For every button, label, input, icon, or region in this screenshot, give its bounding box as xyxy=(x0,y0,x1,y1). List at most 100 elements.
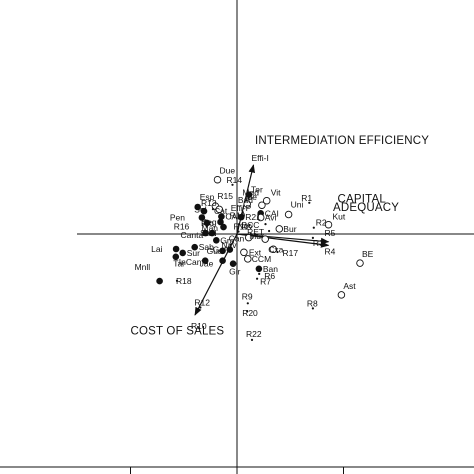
point-incan xyxy=(172,253,180,261)
point-r11 xyxy=(237,230,240,233)
point-r2 xyxy=(312,226,315,229)
point-r19 xyxy=(242,214,245,217)
point-sab xyxy=(191,243,198,251)
label-sur: Sur xyxy=(187,248,200,258)
point-gir xyxy=(229,260,237,268)
label-gir: Gir xyxy=(229,267,241,277)
label-tar: Tar xyxy=(173,259,185,269)
axis-ticks xyxy=(130,467,344,474)
label-sol: Sol xyxy=(194,204,206,214)
label-bur: Bur xyxy=(283,224,296,234)
label-bad: Bad xyxy=(238,195,253,205)
point-r14 xyxy=(231,183,234,186)
label-r7: R7 xyxy=(260,277,271,287)
label-r16: R16 xyxy=(174,222,190,232)
label-r11: R11 xyxy=(234,222,249,232)
label-canta: Canta xyxy=(181,230,204,240)
point-bur xyxy=(275,225,284,233)
label-incan: InCan xyxy=(179,257,202,267)
label-r20: R20 xyxy=(242,308,258,318)
label-lai: Lai xyxy=(151,244,162,254)
label-jae: Jae xyxy=(200,259,214,269)
point-r3 xyxy=(311,236,314,239)
point-ret xyxy=(268,229,271,233)
point-jae xyxy=(219,257,226,265)
label-r18: R18 xyxy=(176,276,192,286)
label-r8: R8 xyxy=(307,298,318,308)
point-r6 xyxy=(258,272,261,275)
label-ban: Ban xyxy=(263,264,278,274)
point-kut xyxy=(324,220,333,229)
label-nov: Nov xyxy=(238,221,254,231)
point-seg xyxy=(217,218,224,226)
point-r12 xyxy=(199,306,202,309)
point-r18 xyxy=(175,279,179,282)
label-r6: R6 xyxy=(264,271,275,281)
vector-r5 xyxy=(236,233,330,245)
point-be xyxy=(356,259,364,267)
point-pen xyxy=(198,214,206,221)
vector-label-r5: R5 xyxy=(325,228,336,238)
point-r1 xyxy=(308,201,311,204)
point-sol xyxy=(215,205,224,214)
point-r9 xyxy=(246,302,249,305)
label-r2: R2 xyxy=(316,218,327,228)
point-esp xyxy=(194,203,201,211)
point-r8 xyxy=(311,307,314,310)
label-effi-p: Effi-P xyxy=(231,203,252,213)
label-kut: Kut xyxy=(333,212,346,222)
caption-adequacy: ADEQUACY xyxy=(333,202,399,214)
label-r19: R19 xyxy=(230,211,246,221)
label-cat: Cat xyxy=(214,206,228,216)
vector-label-effi-i: Effi-I xyxy=(252,153,269,163)
point-mnll xyxy=(156,277,163,285)
point-ter xyxy=(245,191,253,198)
point-r13 xyxy=(211,208,215,211)
label-r21: R21 xyxy=(245,212,261,222)
label-mnll: Mnll xyxy=(135,262,151,272)
point-gra xyxy=(213,237,220,244)
label-ret: RET xyxy=(247,227,264,237)
point-ban xyxy=(255,265,263,273)
label-r9: R9 xyxy=(242,291,253,301)
data-points xyxy=(156,175,364,341)
label-can: Can xyxy=(229,234,245,244)
caption-intermediation-efficiency: INTERMEDIATION EFFICIENCY xyxy=(255,135,429,147)
label-ccm: CCM xyxy=(252,254,271,264)
point-r7 xyxy=(256,277,259,280)
vector-effi-i xyxy=(236,164,256,235)
label-seg: Seg xyxy=(202,217,217,227)
point-bad xyxy=(258,201,266,209)
label-cai: CAI xyxy=(265,208,279,218)
label-ter: Ter xyxy=(251,185,263,195)
point-r20 xyxy=(246,310,249,313)
vector-label-r10: R10 xyxy=(191,321,207,331)
label-r1: R1 xyxy=(301,193,312,203)
label-r22: R22 xyxy=(246,329,262,339)
point-cxa xyxy=(269,245,278,254)
label-r15: R15 xyxy=(217,191,233,201)
point-uni xyxy=(284,210,293,219)
label-esp: Esp xyxy=(200,192,215,202)
label-ext: Ext xyxy=(249,247,262,257)
label-cam: CAM xyxy=(225,212,244,222)
label-avi: Avi xyxy=(265,213,277,223)
point-nov xyxy=(248,223,251,227)
point-man xyxy=(220,223,227,231)
point-mad xyxy=(247,197,250,200)
point-ext xyxy=(240,248,248,257)
point-r16 xyxy=(205,225,208,228)
label-gal: Gal xyxy=(213,245,226,255)
label-cxa: Cxa xyxy=(268,244,283,254)
label-gra: Gra xyxy=(220,235,234,245)
point-sur xyxy=(179,249,186,257)
point-san xyxy=(208,229,216,237)
point-bcc xyxy=(264,223,267,226)
caption-cost-of-sales: COST OF SALES xyxy=(131,326,225,338)
point-r17 xyxy=(276,250,279,254)
point-gal xyxy=(226,246,234,253)
label-r12: R12 xyxy=(194,298,210,308)
label-rio: Rio xyxy=(201,218,214,228)
